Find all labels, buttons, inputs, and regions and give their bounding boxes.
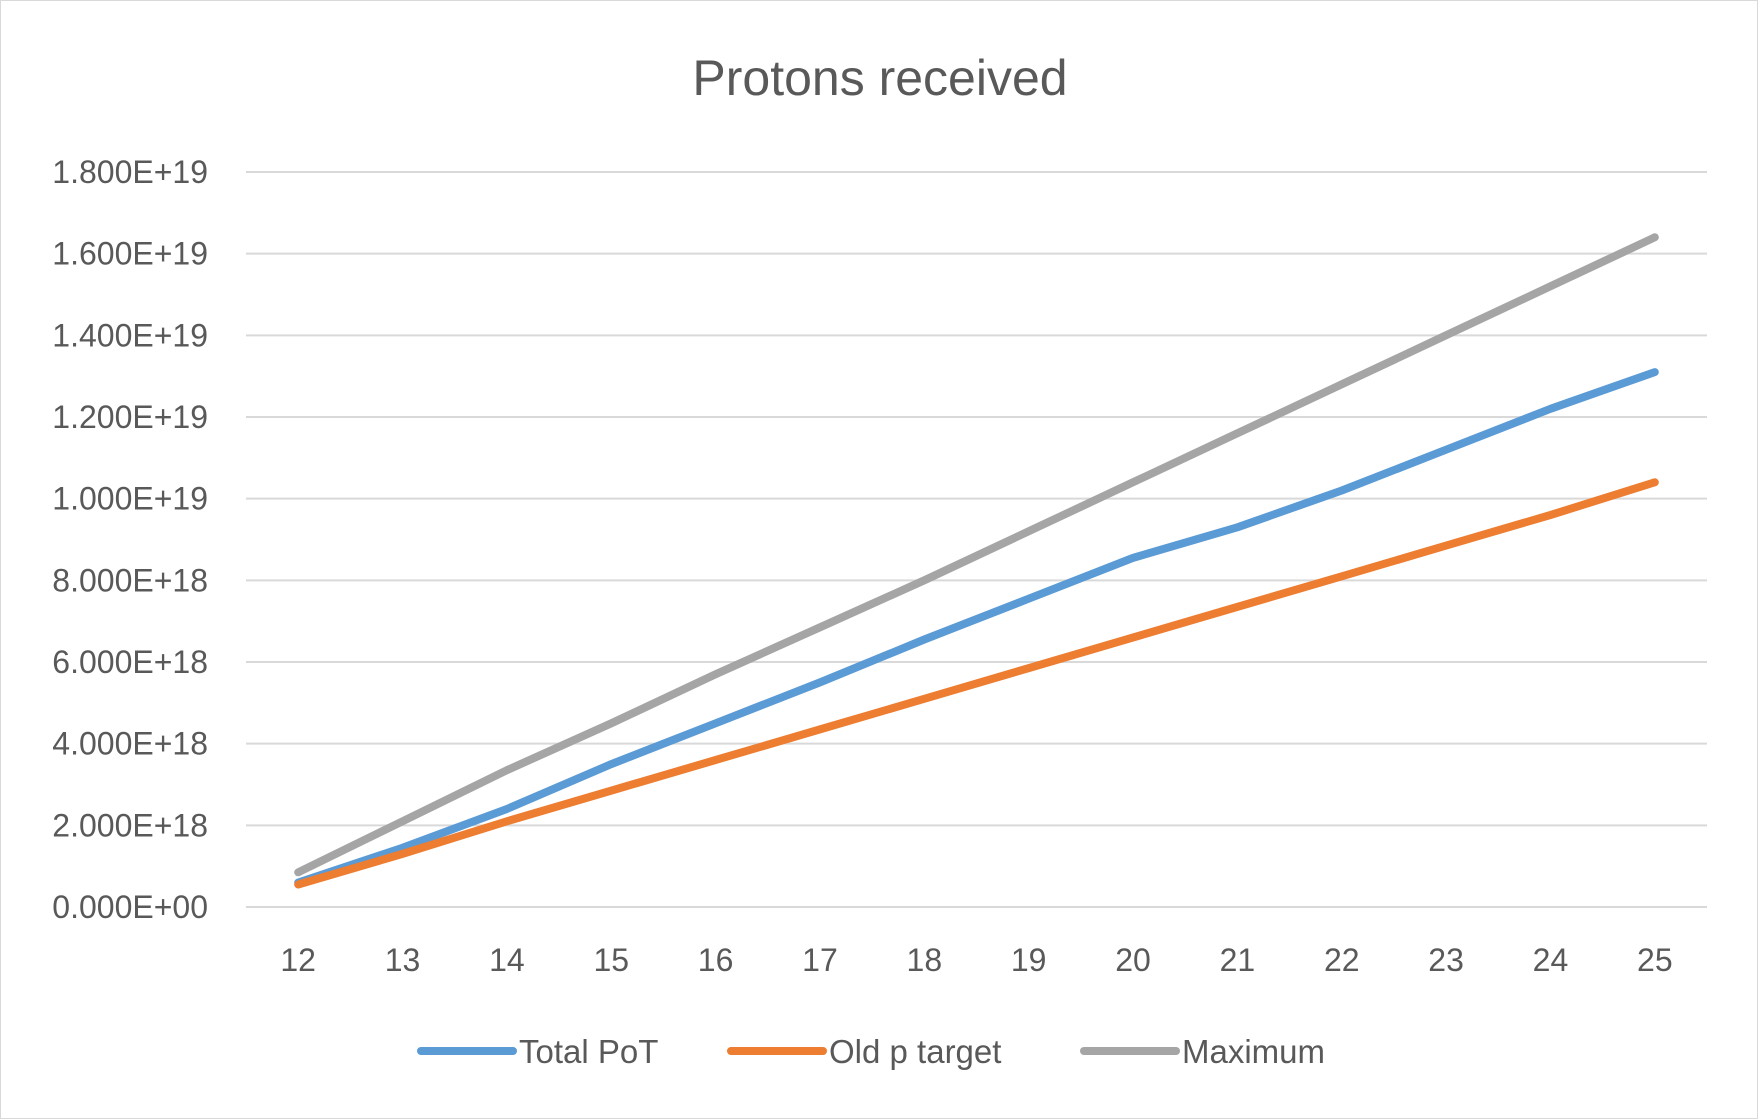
series-line-maximum xyxy=(294,233,1659,877)
data-point-total-pot xyxy=(1445,448,1448,451)
data-point-old-p-target xyxy=(714,759,717,761)
data-point-old-p-target xyxy=(923,697,926,700)
legend-item-total-pot: Total PoT xyxy=(417,1033,658,1070)
data-point-total-pot xyxy=(923,638,926,641)
legend: Total PoT Old p target Maximum xyxy=(417,1033,1325,1070)
x-tick-label: 16 xyxy=(698,942,734,978)
data-point-old-p-target xyxy=(610,789,613,792)
data-point-maximum xyxy=(401,820,404,823)
data-point-old-p-target xyxy=(1653,481,1656,484)
y-tick-label: 1.800E+19 xyxy=(52,154,208,190)
y-tick-label: 1.600E+19 xyxy=(52,236,208,272)
data-point-old-p-target xyxy=(1340,575,1343,578)
data-point-old-p-target xyxy=(505,820,508,823)
data-point-maximum xyxy=(1445,334,1448,337)
y-tick-label: 1.000E+19 xyxy=(52,481,208,517)
data-point-total-pot xyxy=(1132,556,1135,559)
data-point-total-pot xyxy=(505,808,508,810)
x-tick-label: 20 xyxy=(1115,942,1151,978)
x-tick-label: 14 xyxy=(489,942,525,978)
data-point-old-p-target xyxy=(401,852,404,855)
data-point-total-pot xyxy=(1340,489,1343,492)
gridlines xyxy=(246,171,1707,908)
data-point-total-pot xyxy=(1236,526,1239,529)
data-point-maximum xyxy=(505,769,508,772)
x-tick-label: 19 xyxy=(1011,942,1047,978)
legend-item-maximum: Maximum xyxy=(1080,1033,1325,1070)
x-tick-label: 18 xyxy=(907,942,943,978)
x-tick-label: 15 xyxy=(593,942,629,978)
data-point-maximum xyxy=(1027,530,1030,533)
x-tick-label: 22 xyxy=(1324,942,1360,978)
data-point-maximum xyxy=(1132,481,1135,484)
data-point-maximum xyxy=(297,871,300,874)
x-tick-label: 23 xyxy=(1428,942,1464,978)
series-line-total-pot xyxy=(294,368,1659,887)
data-point-maximum xyxy=(714,673,717,676)
data-point-total-pot xyxy=(714,722,717,725)
data-point-maximum xyxy=(610,722,613,725)
data-point-total-pot xyxy=(610,763,613,766)
data-point-old-p-target xyxy=(1236,605,1239,608)
y-tick-label: 2.000E+18 xyxy=(52,807,208,843)
y-tick-label: 6.000E+18 xyxy=(52,644,208,680)
data-point-old-p-target xyxy=(1132,636,1135,639)
data-point-maximum xyxy=(818,626,821,629)
data-point-maximum xyxy=(1549,285,1552,288)
data-point-total-pot xyxy=(1027,597,1030,600)
series-line-old-p-target xyxy=(294,478,1659,889)
x-tick-label: 17 xyxy=(802,942,838,978)
data-point-maximum xyxy=(1340,383,1343,386)
data-point-total-pot xyxy=(401,846,404,849)
series-lines xyxy=(294,233,1659,889)
data-point-maximum xyxy=(1236,432,1239,435)
data-point-old-p-target xyxy=(1549,514,1552,516)
legend-label: Old p target xyxy=(829,1033,1001,1070)
legend-label: Maximum xyxy=(1182,1033,1325,1070)
data-point-old-p-target xyxy=(1445,544,1448,547)
x-tick-label: 12 xyxy=(280,942,316,978)
data-point-maximum xyxy=(923,579,926,582)
x-tick-label: 21 xyxy=(1220,942,1256,978)
y-tick-label: 1.200E+19 xyxy=(52,399,208,435)
legend-item-old-p-target: Old p target xyxy=(727,1033,1001,1070)
y-tick-label: 8.000E+18 xyxy=(52,562,208,598)
x-tick-label: 24 xyxy=(1533,942,1569,978)
y-tick-label: 4.000E+18 xyxy=(52,726,208,762)
legend-label: Total PoT xyxy=(519,1033,658,1070)
data-point-maximum xyxy=(1653,236,1656,239)
y-tick-label: 0.000E+00 xyxy=(52,889,208,925)
data-point-total-pot xyxy=(818,681,821,684)
data-point-old-p-target xyxy=(297,883,300,886)
data-point-old-p-target xyxy=(1027,667,1030,670)
x-tick-label: 13 xyxy=(385,942,421,978)
data-point-old-p-target xyxy=(818,728,821,731)
x-tick-label: 25 xyxy=(1637,942,1673,978)
data-point-total-pot xyxy=(1653,371,1656,374)
y-tick-label: 1.400E+19 xyxy=(52,317,208,353)
data-point-total-pot xyxy=(1549,407,1552,410)
y-axis-tick-labels: 0.000E+00 2.000E+18 4.000E+18 6.000E+18 8.00… xyxy=(52,154,208,925)
x-axis-tick-labels: 12 13 14 15 16 17 18 19 20 21 22 23 24 25 xyxy=(280,942,1672,978)
chart-title: Protons received xyxy=(692,50,1067,106)
